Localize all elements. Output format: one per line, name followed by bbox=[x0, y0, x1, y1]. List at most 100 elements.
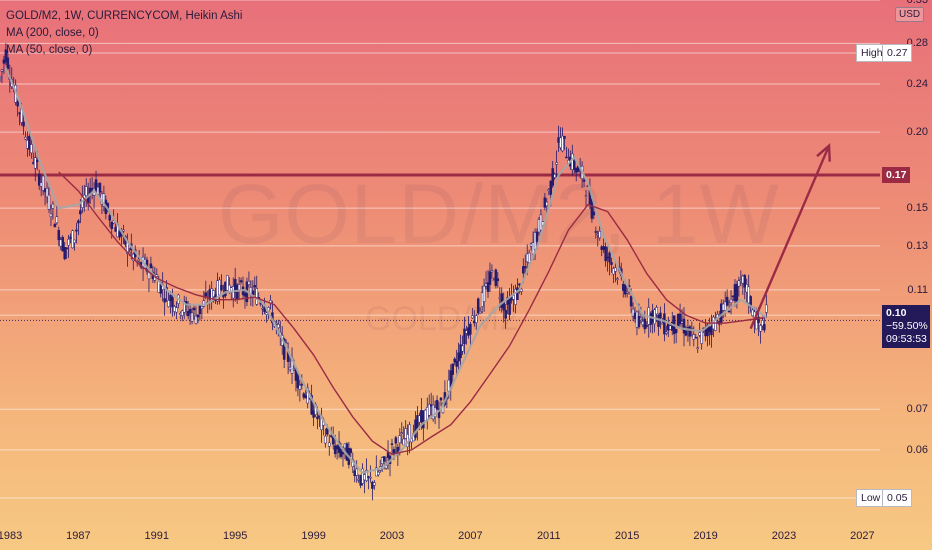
x-tick-label: 1983 bbox=[0, 530, 23, 542]
candle-body-356 bbox=[696, 347, 699, 350]
candle-body-239 bbox=[467, 327, 470, 336]
candle-body-90 bbox=[175, 307, 178, 313]
candle-body-159 bbox=[310, 395, 313, 415]
candle-body-281 bbox=[549, 180, 552, 195]
price-tag-label: Low bbox=[856, 488, 886, 507]
candle-body-206 bbox=[402, 438, 405, 446]
candle-body-319 bbox=[623, 284, 627, 295]
candle-body-326 bbox=[637, 316, 641, 328]
candle-body-233 bbox=[455, 360, 458, 367]
candle-body-193 bbox=[377, 471, 380, 476]
candle-body-30 bbox=[57, 230, 61, 241]
y-tick-label: 0.33 bbox=[906, 0, 928, 6]
candle-body-382 bbox=[747, 286, 750, 304]
candle-body-84 bbox=[163, 298, 166, 303]
candle-body-304 bbox=[594, 231, 598, 233]
candle-body-1 bbox=[0, 69, 4, 72]
candle-body-330 bbox=[645, 325, 649, 327]
ma200-line bbox=[58, 171, 765, 456]
study-ma200-label[interactable]: MA (200, close, 0) bbox=[6, 27, 99, 39]
price-tag-value: 0.17 bbox=[882, 167, 911, 184]
candle-body-105 bbox=[204, 292, 208, 297]
candle-body-280 bbox=[547, 189, 551, 191]
candle-body-49 bbox=[94, 179, 98, 191]
candle-body-189 bbox=[369, 476, 372, 479]
candle-body-264 bbox=[516, 287, 519, 301]
y-tick-label: 0.15 bbox=[906, 202, 928, 215]
candle-body-246 bbox=[480, 292, 484, 307]
candle-body-212 bbox=[414, 419, 417, 438]
candle-body-255 bbox=[498, 297, 502, 299]
x-tick-label: 2027 bbox=[850, 530, 875, 542]
candle-body-166 bbox=[324, 435, 327, 444]
candle-body-207 bbox=[404, 428, 407, 439]
candle-body-256 bbox=[500, 293, 503, 308]
candle-body-215 bbox=[420, 410, 423, 423]
candle-body-370 bbox=[723, 301, 727, 311]
symbol-title[interactable]: GOLD/M2, 1W, CURRENCYCOM, Heikin Ashi bbox=[6, 10, 243, 22]
study-ma50-label[interactable]: MA (50, close, 0) bbox=[6, 44, 93, 56]
candle-body-216 bbox=[422, 410, 425, 429]
candle-body-88 bbox=[171, 297, 174, 308]
candle-body-152 bbox=[296, 373, 300, 389]
candle-body-362 bbox=[708, 327, 711, 333]
candle-body-323 bbox=[631, 308, 635, 317]
candle-body-192 bbox=[375, 467, 378, 477]
candle-body-260 bbox=[508, 297, 511, 315]
candle-body-223 bbox=[435, 399, 439, 410]
candle-body-376 bbox=[735, 284, 739, 303]
candle-body-374 bbox=[731, 295, 735, 298]
candle-body-131 bbox=[255, 288, 258, 305]
candle-body-332 bbox=[649, 313, 652, 325]
candle-body-102 bbox=[198, 305, 202, 315]
candle-body-121 bbox=[235, 284, 239, 300]
y-tick-label: 0.20 bbox=[906, 126, 928, 139]
candle-body-354 bbox=[692, 334, 696, 340]
candle-body-358 bbox=[700, 330, 703, 344]
candle-body-325 bbox=[635, 311, 639, 328]
candle-body-322 bbox=[629, 295, 633, 307]
watermark: GOLD/M2, 1W bbox=[218, 167, 780, 261]
candle-body-335 bbox=[655, 307, 658, 315]
candle-body-294 bbox=[574, 167, 578, 173]
candle-body-269 bbox=[525, 253, 529, 263]
last-price-value: 0.10 bbox=[886, 307, 907, 319]
candle-body-355 bbox=[694, 336, 698, 339]
candle-body-379 bbox=[741, 275, 745, 284]
candle-body-254 bbox=[496, 278, 500, 282]
candle-body-349 bbox=[682, 318, 686, 334]
candle-body-371 bbox=[725, 296, 729, 306]
candle-body-47 bbox=[90, 188, 94, 190]
y-tick-label: 0.07 bbox=[906, 403, 928, 416]
price-tag-label: High bbox=[856, 43, 888, 62]
candle-body-384 bbox=[751, 309, 754, 317]
candle-body-187 bbox=[365, 469, 368, 481]
candle-body-103 bbox=[200, 306, 204, 309]
candle-body-220 bbox=[429, 404, 433, 407]
candle-body-80 bbox=[155, 274, 159, 277]
candle-body-268 bbox=[524, 266, 527, 269]
ma50-line bbox=[4, 67, 767, 475]
candle-body-282 bbox=[551, 168, 554, 186]
candle-body-156 bbox=[304, 395, 307, 399]
candle-body-231 bbox=[451, 363, 454, 375]
candle-body-336 bbox=[657, 314, 660, 327]
candle-body-127 bbox=[247, 281, 251, 285]
candle-body-299 bbox=[584, 195, 588, 197]
candle-body-238 bbox=[465, 330, 468, 334]
x-tick-label: 2015 bbox=[614, 530, 640, 542]
price-tag-value: 0.27 bbox=[882, 43, 913, 62]
candle-body-23 bbox=[43, 188, 47, 193]
candle-body-93 bbox=[181, 310, 184, 316]
candle-body-232 bbox=[453, 358, 456, 363]
candle-body-18 bbox=[34, 157, 37, 169]
candle-body-168 bbox=[328, 442, 331, 447]
candle-body-310 bbox=[606, 256, 609, 259]
currency-badge[interactable]: USD bbox=[895, 7, 925, 22]
candle-body-381 bbox=[745, 284, 748, 293]
candle-body-104 bbox=[202, 300, 206, 307]
candle-body-142 bbox=[277, 324, 280, 328]
candle-body-172 bbox=[335, 445, 339, 450]
